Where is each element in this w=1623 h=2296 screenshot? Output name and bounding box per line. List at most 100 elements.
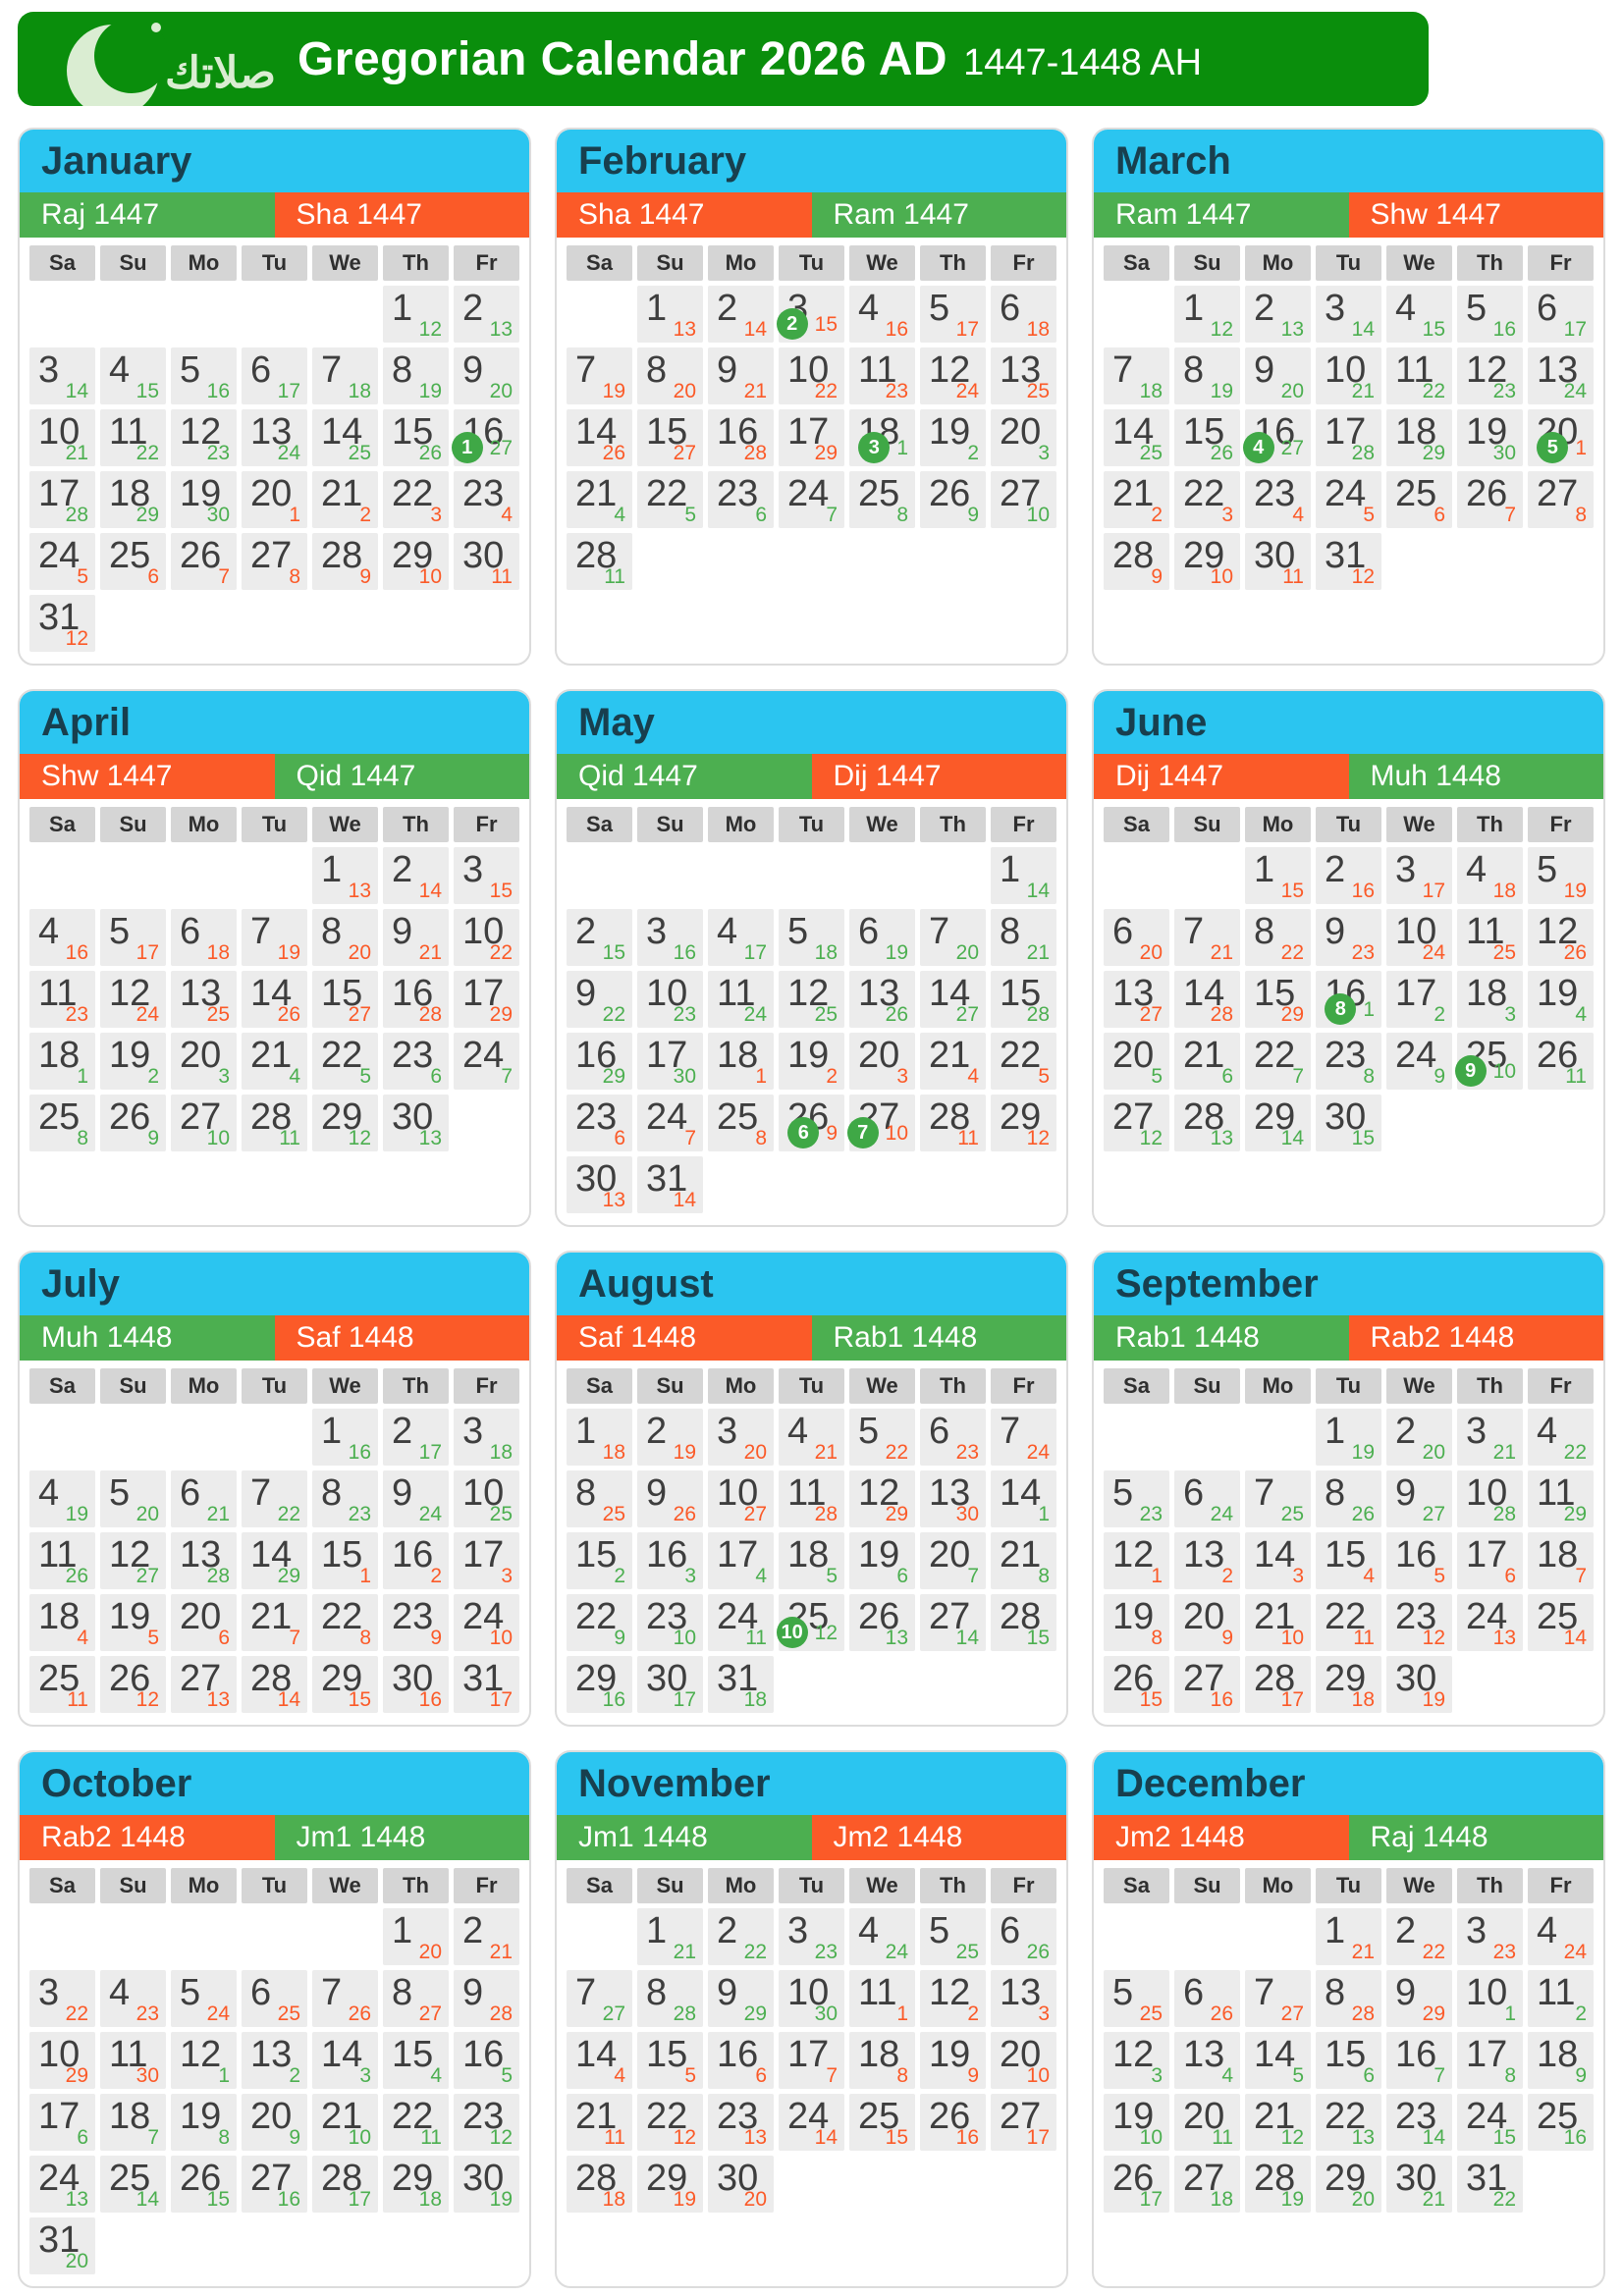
weekday-sa: Sa — [567, 1368, 632, 1404]
day-cell-footer: 29 — [603, 1066, 625, 1087]
day-cell: 19 8 — [171, 2094, 237, 2151]
gregorian-day-number: 4 — [1395, 288, 1417, 329]
hijri-month-right: Sha 1447 — [274, 192, 529, 238]
day-cell: 6 18 — [171, 909, 237, 966]
gregorian-day-number: 28 — [1112, 535, 1155, 576]
hijri-day-number: 23 — [206, 442, 230, 464]
hijri-day-number: 20 — [65, 2250, 88, 2272]
gregorian-day-number: 29 — [321, 1658, 363, 1699]
hijri-month-right-label: Dij 1447 — [833, 760, 942, 792]
gregorian-day-number: 30 — [462, 535, 505, 576]
gregorian-day-number: 9 — [392, 1472, 413, 1514]
gregorian-day-number: 13 — [1000, 349, 1042, 391]
day-cell: 25 9 10 — [1454, 1033, 1523, 1090]
gregorian-day-number: 4 — [787, 1411, 809, 1452]
hijri-month-right-label: Jm2 1448 — [833, 1821, 963, 1853]
day-cell: 23 8 — [1316, 1033, 1381, 1090]
hijri-day-number: 16 — [418, 1688, 442, 1711]
hijri-day-number: 28 — [673, 2002, 696, 2025]
gregorian-day-number: 27 — [1537, 473, 1579, 514]
hijri-day-number: 3 — [1221, 504, 1233, 526]
hijri-day-number: 28 — [489, 2002, 513, 2025]
day-cell-footer: 13 — [1281, 319, 1304, 340]
day-cell: 24 9 — [1386, 1033, 1452, 1090]
day-cell: 9 24 — [383, 1470, 449, 1527]
hijri-day-number: 18 — [1026, 318, 1050, 341]
hijri-day-number: 14 — [418, 880, 442, 902]
hijri-day-number: 14 — [1563, 1627, 1587, 1649]
day-cell: 7 18 — [1104, 347, 1169, 404]
day-cell-footer: 29 — [1564, 1504, 1587, 1524]
day-cell-footer: 18 — [603, 1442, 625, 1463]
day-cell: 16 2 — [383, 1532, 449, 1589]
hijri-day-number: 11 — [745, 1627, 767, 1649]
hijri-day-number: 9 — [826, 1121, 838, 1145]
day-cell: 8 21 — [991, 909, 1056, 966]
gregorian-day-number: 4 — [109, 349, 131, 391]
hijri-day-number: 24 — [1026, 1441, 1050, 1464]
month-body: Sa Su Mo Tu We Th Fr 1 13 2 14 3 15 4 16 5 17 6 18 7 19 8 20 9 2… — [20, 799, 529, 1163]
weekday-th: Th — [920, 1368, 986, 1404]
day-cell-footer: 5 — [684, 2065, 696, 2086]
day-cell: 2669 — [779, 1095, 844, 1151]
day-cell-footer: 8 — [289, 566, 300, 587]
day-cell: 27 18 — [1174, 2156, 1240, 2213]
gregorian-day-number: 12 — [787, 973, 830, 1014]
hijri-day-number: 20 — [743, 1441, 767, 1464]
hijri-day-number: 14 — [277, 1688, 300, 1711]
gregorian-day-number: 24 — [787, 2096, 830, 2137]
weekday-th: Th — [383, 245, 449, 281]
gregorian-day-number: 17 — [462, 1534, 505, 1575]
hijri-day-number: 4 — [77, 1627, 88, 1649]
day-cell: 12 25 — [779, 971, 844, 1028]
gregorian-day-number: 1 — [392, 288, 413, 329]
day-cell: 21 2 — [312, 471, 378, 528]
gregorian-day-number: 27 — [1183, 1658, 1225, 1699]
hijri-day-number: 10 — [206, 1127, 230, 1149]
weekday-su: Su — [637, 807, 703, 842]
weekday-we: We — [312, 1868, 378, 1903]
weekday-we: We — [312, 245, 378, 281]
hijri-day-number: 29 — [489, 1003, 513, 1026]
day-cell: 15 5 — [637, 2032, 703, 2089]
weekday-su: Su — [100, 1368, 166, 1404]
hijri-day-number: 3 — [430, 504, 442, 526]
day-cell: 30 11 — [1245, 533, 1311, 590]
gregorian-day-number: 11 — [1537, 1472, 1576, 1514]
day-cell: 5 25 — [1104, 1970, 1169, 2027]
day-cell: 2 22 — [1386, 1908, 1452, 1965]
day-cell-footer: 12 — [66, 628, 88, 649]
day-cell-footer: 2 15 — [776, 308, 838, 340]
day-cell: 28 17 — [1245, 1656, 1311, 1713]
day-cell: 19 30 — [1457, 409, 1523, 466]
hijri-day-number: 18 — [1492, 880, 1516, 902]
day-cell: 23 12 — [454, 2094, 519, 2151]
day-cell: 23 4 — [1245, 471, 1311, 528]
islamic-event-badge: 10 — [776, 1617, 808, 1648]
gregorian-day-number: 4 — [1537, 1910, 1558, 1951]
gregorian-day-number: 28 — [575, 535, 618, 576]
crescent-moon-icon — [67, 19, 169, 106]
day-cell-footer: 20 — [349, 942, 371, 963]
hijri-day-number: 21 — [673, 1941, 696, 1963]
hijri-day-number: 23 — [673, 1003, 696, 1026]
day-cell: 15 29 — [1245, 971, 1311, 1028]
day-cell: 25 8 — [29, 1095, 95, 1151]
hijri-day-number: 2 — [967, 2002, 979, 2025]
day-cell: 19 10 — [1104, 2094, 1169, 2151]
hijri-month-right-label: Rab1 1448 — [833, 1321, 978, 1354]
hijri-day-number: 22 — [135, 442, 159, 464]
weekday-row: Sa Su Mo Tu We Th Fr — [567, 1368, 1056, 1404]
month-title: February — [557, 130, 1066, 192]
day-cell-footer: 30 — [674, 1066, 696, 1087]
hijri-day-number: 4 — [1221, 2064, 1233, 2087]
gregorian-day-number: 5 — [858, 1411, 880, 1452]
hijri-day-number: 10 — [885, 1121, 908, 1145]
weekday-fr: Fr — [454, 807, 519, 842]
day-cell-footer: 7 — [826, 505, 838, 525]
weekday-row: Sa Su Mo Tu We Th Fr — [567, 807, 1056, 842]
